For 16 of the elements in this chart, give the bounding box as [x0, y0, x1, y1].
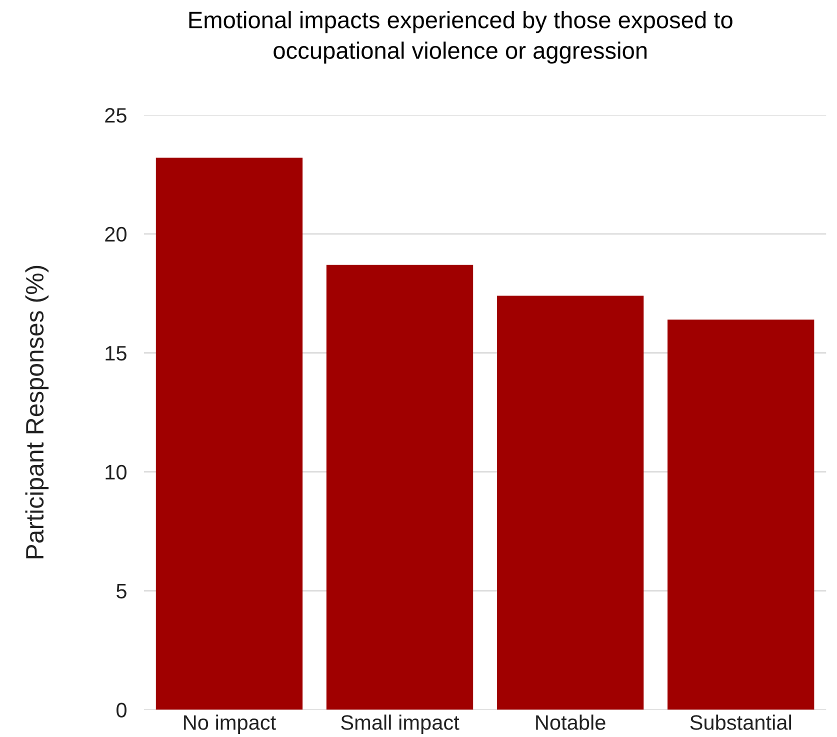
y-tick-label: 10: [106, 464, 126, 480]
x-tick-label: Substantial: [690, 714, 791, 730]
bar: [496, 296, 644, 710]
x-tick-label: Small impact: [341, 714, 460, 734]
y-tick-label: 15: [106, 346, 126, 361]
bar: [156, 158, 303, 710]
chart-title: Emotional impacts experienced by those exposed to occupational violence or aggression: [189, 11, 732, 64]
y-tick-label: 5: [116, 584, 126, 599]
x-tick-label: Notable: [536, 714, 606, 730]
bar: [326, 264, 474, 710]
x-tick-label: No impact: [184, 714, 276, 734]
y-tick-label: 25: [105, 108, 126, 123]
y-tick-label: 0: [116, 702, 126, 718]
bar: [668, 320, 814, 710]
y-tick-label: 20: [105, 226, 126, 242]
y-axis-title: Participant Responses (%): [25, 266, 49, 558]
